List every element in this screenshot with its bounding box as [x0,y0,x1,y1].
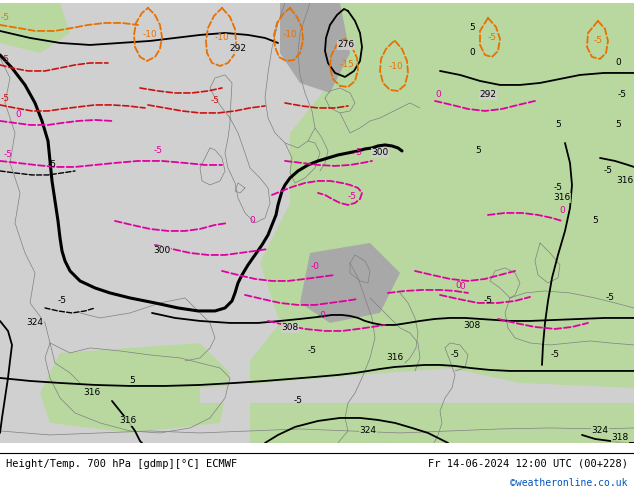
Text: -5: -5 [550,350,559,360]
Text: Height/Temp. 700 hPa [gdmp][°C] ECMWF: Height/Temp. 700 hPa [gdmp][°C] ECMWF [6,459,238,468]
Text: -10: -10 [283,30,297,40]
Polygon shape [40,343,230,433]
Text: Fr 14-06-2024 12:00 UTC (00+228): Fr 14-06-2024 12:00 UTC (00+228) [428,459,628,468]
Text: 5: 5 [469,24,475,32]
Text: -5: -5 [593,36,602,46]
Text: 5: 5 [475,147,481,155]
Text: -5: -5 [354,148,363,157]
Text: 316: 316 [386,353,404,363]
Text: -5: -5 [153,147,162,155]
Polygon shape [310,3,395,103]
Polygon shape [0,363,634,443]
Text: 5: 5 [615,121,621,129]
Text: -5: -5 [347,193,356,201]
Text: -5: -5 [210,97,219,105]
Polygon shape [240,3,395,443]
Text: 0: 0 [615,58,621,68]
Text: 0: 0 [249,217,255,225]
Text: 324: 324 [27,318,44,327]
Polygon shape [280,3,350,93]
Text: 292: 292 [230,45,247,53]
Text: -5: -5 [1,13,10,23]
Text: -5: -5 [294,396,302,405]
Text: -10: -10 [143,30,157,40]
Text: 318: 318 [611,434,629,442]
Text: 308: 308 [281,323,299,332]
Text: -10: -10 [215,33,230,43]
Text: -5: -5 [1,55,10,65]
Text: 276: 276 [337,41,354,49]
Text: 324: 324 [592,426,609,436]
Polygon shape [300,243,400,323]
Text: -5: -5 [484,296,493,305]
Polygon shape [200,368,634,403]
Text: 0: 0 [559,206,565,216]
Text: ©weatheronline.co.uk: ©weatheronline.co.uk [510,478,628,489]
Text: 324: 324 [359,426,377,436]
Text: -5: -5 [618,91,626,99]
Text: -5: -5 [604,167,612,175]
Text: -10: -10 [389,62,403,72]
Text: -5: -5 [4,150,13,159]
Text: 5: 5 [555,121,561,129]
Text: 0: 0 [455,281,461,291]
Text: 308: 308 [463,321,481,330]
Polygon shape [0,3,70,53]
Text: -5: -5 [451,350,460,360]
Text: 300: 300 [153,246,171,255]
Polygon shape [395,3,634,443]
Text: -5: -5 [553,183,562,193]
Text: 316: 316 [84,389,101,397]
Text: -0: -0 [318,312,327,320]
Polygon shape [0,3,634,443]
Text: 300: 300 [372,148,389,157]
Text: -5: -5 [58,296,67,305]
Text: -15: -15 [340,60,354,70]
Text: -0: -0 [311,263,320,271]
Text: -5: -5 [488,33,496,43]
Text: 316: 316 [119,416,136,425]
Text: -5: -5 [307,346,316,355]
Text: 0: 0 [15,110,21,120]
Text: 0: 0 [459,282,465,292]
Text: 5: 5 [129,376,135,386]
Text: -5: -5 [1,95,10,103]
Text: 5: 5 [592,217,598,225]
Text: 0: 0 [469,49,475,57]
Polygon shape [0,3,250,443]
Text: -5: -5 [48,160,56,170]
Text: 292: 292 [479,91,496,99]
Text: 316: 316 [553,194,571,202]
Text: 0: 0 [435,91,441,99]
Text: 316: 316 [616,176,633,185]
Text: -5: -5 [605,294,614,302]
